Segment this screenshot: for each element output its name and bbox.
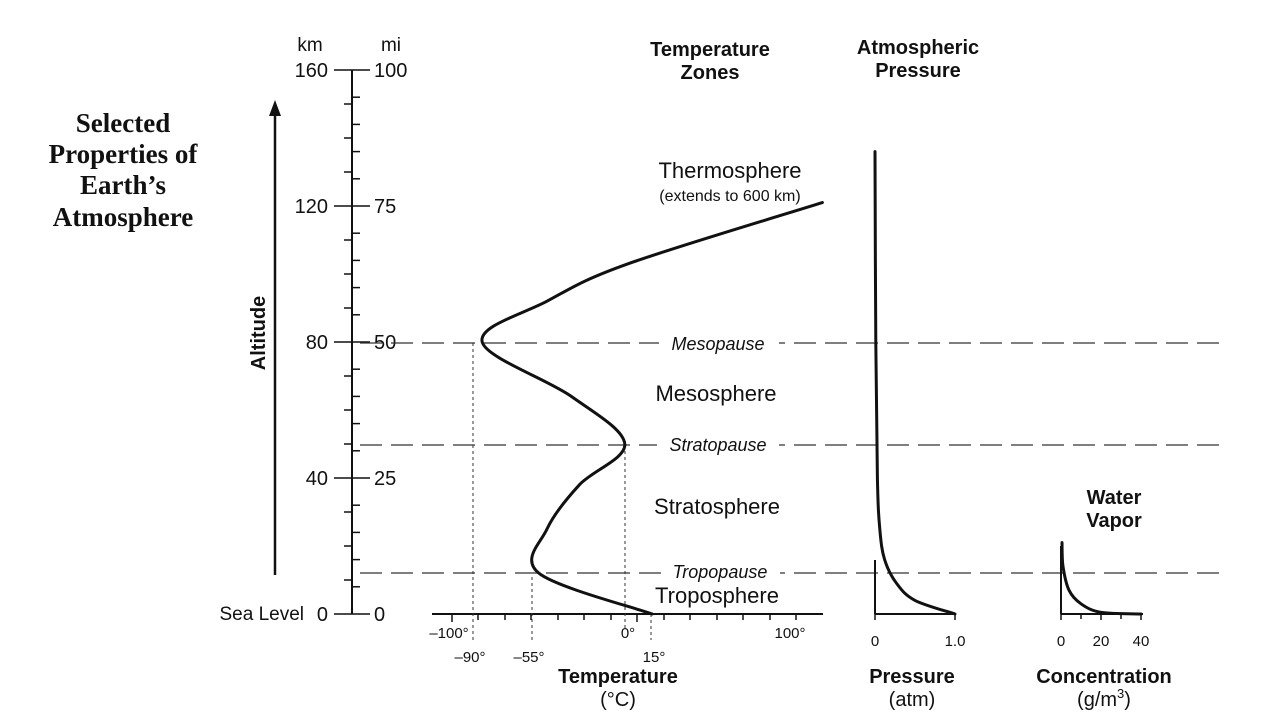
water-vapor-heading: Water Vapor: [1086, 487, 1142, 532]
vapor-axis-unit: (g/m3): [1077, 686, 1131, 711]
temperature-reference-lines: [472, 343, 652, 640]
km-tick-label: 0: [317, 604, 328, 626]
pressure-axis-unit: (atm): [889, 689, 936, 711]
km-tick-labels: 0 40 80 120 160: [295, 60, 328, 626]
zone-labels: Thermosphere (extends to 600 km) Mesosph…: [654, 158, 802, 608]
vapor-tick-label: 40: [1133, 633, 1150, 650]
mi-unit-label: mi: [381, 35, 401, 56]
title-line: Atmosphere: [53, 202, 194, 232]
temp-tick-label: 0°: [621, 625, 635, 642]
mi-tick-label: 50: [374, 332, 396, 354]
sea-level-label: Sea Level: [219, 604, 304, 625]
heading-line: Atmospheric: [857, 37, 979, 59]
water-vapor-plot: 0 20 40 Concentration (g/m3): [1036, 541, 1172, 711]
temperature-axis-unit: (°C): [600, 689, 636, 711]
mi-tick-labels: 0 25 50 75 100: [374, 60, 407, 626]
vapor-tick-label: 20: [1093, 633, 1110, 650]
mi-tick-label: 0: [374, 604, 385, 626]
temp-tick-label: 15°: [643, 649, 666, 666]
temperature-axis-ticks: [451, 614, 797, 622]
heading-line: Water: [1087, 487, 1142, 509]
temp-tick-label: –55°: [513, 649, 544, 666]
title-line: Earth’s: [80, 170, 166, 200]
km-tick-label: 40: [306, 468, 328, 490]
heading-line: Zones: [681, 62, 740, 84]
mi-tick-label: 25: [374, 468, 396, 490]
temp-tick-label: –90°: [454, 649, 485, 666]
km-tick-label: 160: [295, 60, 328, 82]
vapor-axis-title: Concentration: [1036, 666, 1172, 688]
thermosphere-note: (extends to 600 km): [659, 188, 800, 205]
pressure-axis-title: Pressure: [869, 666, 955, 688]
temperature-zones-heading: Temperature Zones: [650, 39, 770, 84]
vapor-tick-label: 0: [1057, 633, 1065, 650]
stratopause-label: Stratopause: [669, 435, 766, 455]
title-line: Properties of: [49, 139, 199, 169]
km-tick-label: 120: [295, 196, 328, 218]
mi-tick-label: 100: [374, 60, 407, 82]
altitude-label: Altitude: [248, 296, 270, 370]
altitude-scale: 0 40 80 120 160 0 25 50 75 100: [295, 60, 408, 626]
temp-tick-label: –100°: [429, 625, 468, 642]
boundary-lines: [360, 342, 1226, 574]
pressure-tick-label: 0: [871, 633, 879, 650]
diagram-title: Selected Properties of Earth’s Atmospher…: [49, 108, 199, 232]
temperature-plot: –100° 0° 100° –90° –55° 15° Temperature …: [429, 201, 824, 711]
tropopause-label: Tropopause: [673, 562, 768, 582]
boundary-labels: Mesopause Stratopause Tropopause: [657, 330, 780, 584]
temp-tick-label: 100°: [774, 625, 805, 642]
troposphere-label: Troposphere: [655, 583, 779, 608]
temperature-axis-title: Temperature: [558, 666, 678, 688]
altitude-arrow: [269, 100, 281, 575]
altitude-minor-ticks: [344, 96, 360, 588]
temperature-curve: [480, 201, 824, 616]
mesopause-label: Mesopause: [671, 334, 764, 354]
pressure-tick-label: 1.0: [945, 633, 966, 650]
water-vapor-curve: [1060, 541, 1143, 616]
pressure-curve: [873, 150, 957, 616]
heading-line: Temperature: [650, 39, 770, 61]
pressure-plot: 0 1.0 Pressure (atm): [869, 150, 966, 711]
thermosphere-label: Thermosphere: [658, 158, 801, 183]
title-line: Selected: [76, 108, 170, 138]
km-unit-label: km: [297, 35, 322, 56]
heading-line: Pressure: [875, 60, 961, 82]
mesosphere-label: Mesosphere: [655, 381, 776, 406]
stratosphere-label: Stratosphere: [654, 494, 780, 519]
km-tick-label: 80: [306, 332, 328, 354]
atmospheric-pressure-heading: Atmospheric Pressure: [857, 37, 979, 82]
mi-tick-label: 75: [374, 196, 396, 218]
altitude-major-ticks: [334, 69, 370, 615]
heading-line: Vapor: [1086, 510, 1142, 532]
